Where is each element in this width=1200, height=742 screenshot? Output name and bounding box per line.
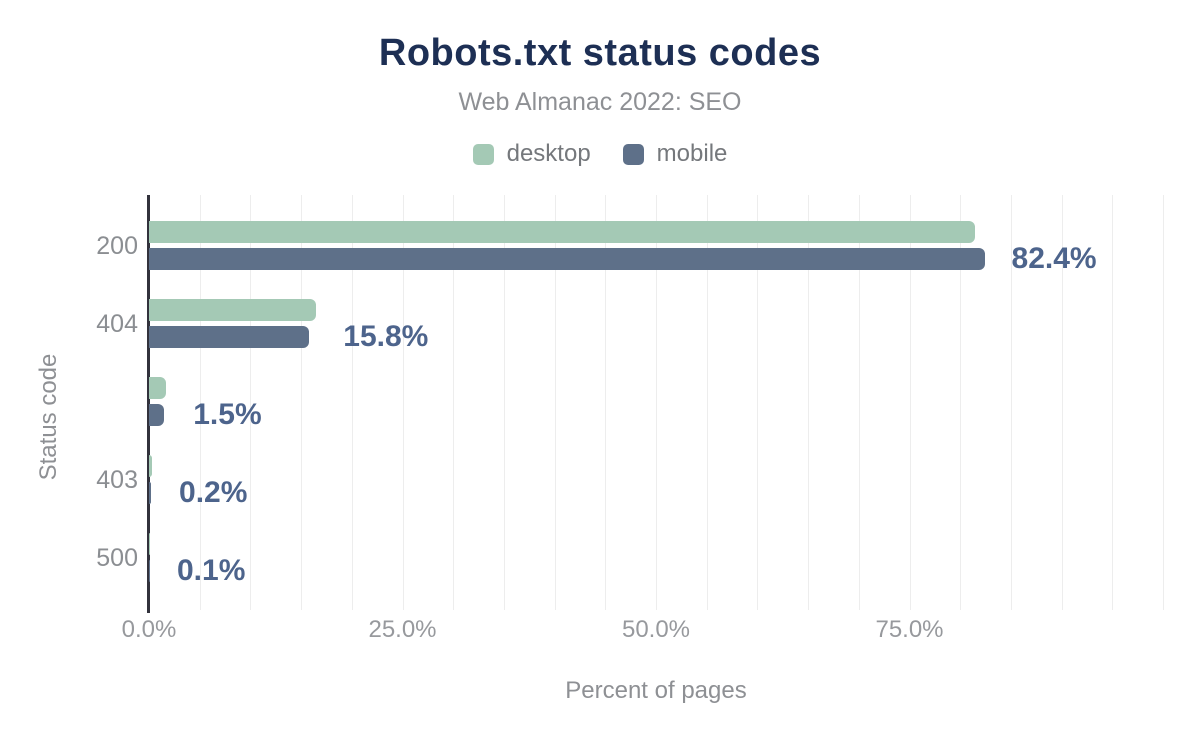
category-label: 404 [96,309,138,338]
value-label: 15.8% [343,320,429,353]
category-label: 403 [96,465,138,494]
x-tick-label: 0.0% [121,616,177,643]
gridline [453,195,455,610]
gridline [858,195,860,610]
x-tick-label: 75.0% [875,616,944,643]
bar-desktop [149,377,167,399]
gridline [250,195,252,610]
gridline [1112,195,1114,610]
bar-desktop [149,455,153,477]
gridline [402,195,404,610]
legend-item-mobile[interactable]: mobile [622,140,728,168]
chart-title: Robots.txt status codes [378,32,822,74]
bar-row: 1.5% [0,363,1200,441]
bar-mobile [149,326,310,348]
bar-desktop [149,533,150,555]
legend-label: desktop [506,140,591,167]
x-tick-label: 25.0% [368,616,437,643]
chart-subtitle: Web Almanac 2022: SEO [458,88,742,116]
bar-mobile [149,404,165,426]
gridline [503,195,505,610]
legend-swatch-mobile-icon [622,143,644,165]
gridline [1163,195,1164,610]
bar-row: 200 82.4% [0,207,1200,285]
gridline [757,195,759,610]
value-label: 0.1% [177,554,246,587]
gridline [706,195,708,610]
legend-item-desktop[interactable]: desktop [472,140,591,168]
category-label: 200 [96,231,138,260]
bar-mobile [149,482,152,504]
value-label: 82.4% [1011,242,1097,275]
bar-mobile [149,560,150,582]
legend: desktop mobile [0,140,1200,168]
gridline [1061,195,1063,610]
gridline [1010,195,1012,610]
x-tick-label: 50.0% [621,616,691,643]
gridline [199,195,201,610]
gridline [351,195,353,610]
bar-row: 403 0.2% [0,441,1200,519]
gridline [808,195,810,610]
y-axis-line [147,195,150,613]
gridline [909,195,911,610]
value-label: 0.2% [179,476,248,509]
legend-swatch-desktop-icon [472,143,494,165]
bar-row: 404 15.8% [0,285,1200,363]
gridline [605,195,607,610]
gridline [960,195,962,610]
bar-row: 500 0.1% [0,519,1200,597]
gridline [301,195,303,610]
bar-desktop [149,299,317,321]
legend-label: mobile [656,140,728,167]
bar-desktop [149,221,976,243]
category-label: 500 [96,543,138,572]
value-label: 1.5% [193,398,262,431]
x-axis-title: Percent of pages [565,677,747,704]
gridline [554,195,556,610]
gridline [656,195,657,610]
bar-mobile [149,248,985,270]
category-label [0,363,138,441]
